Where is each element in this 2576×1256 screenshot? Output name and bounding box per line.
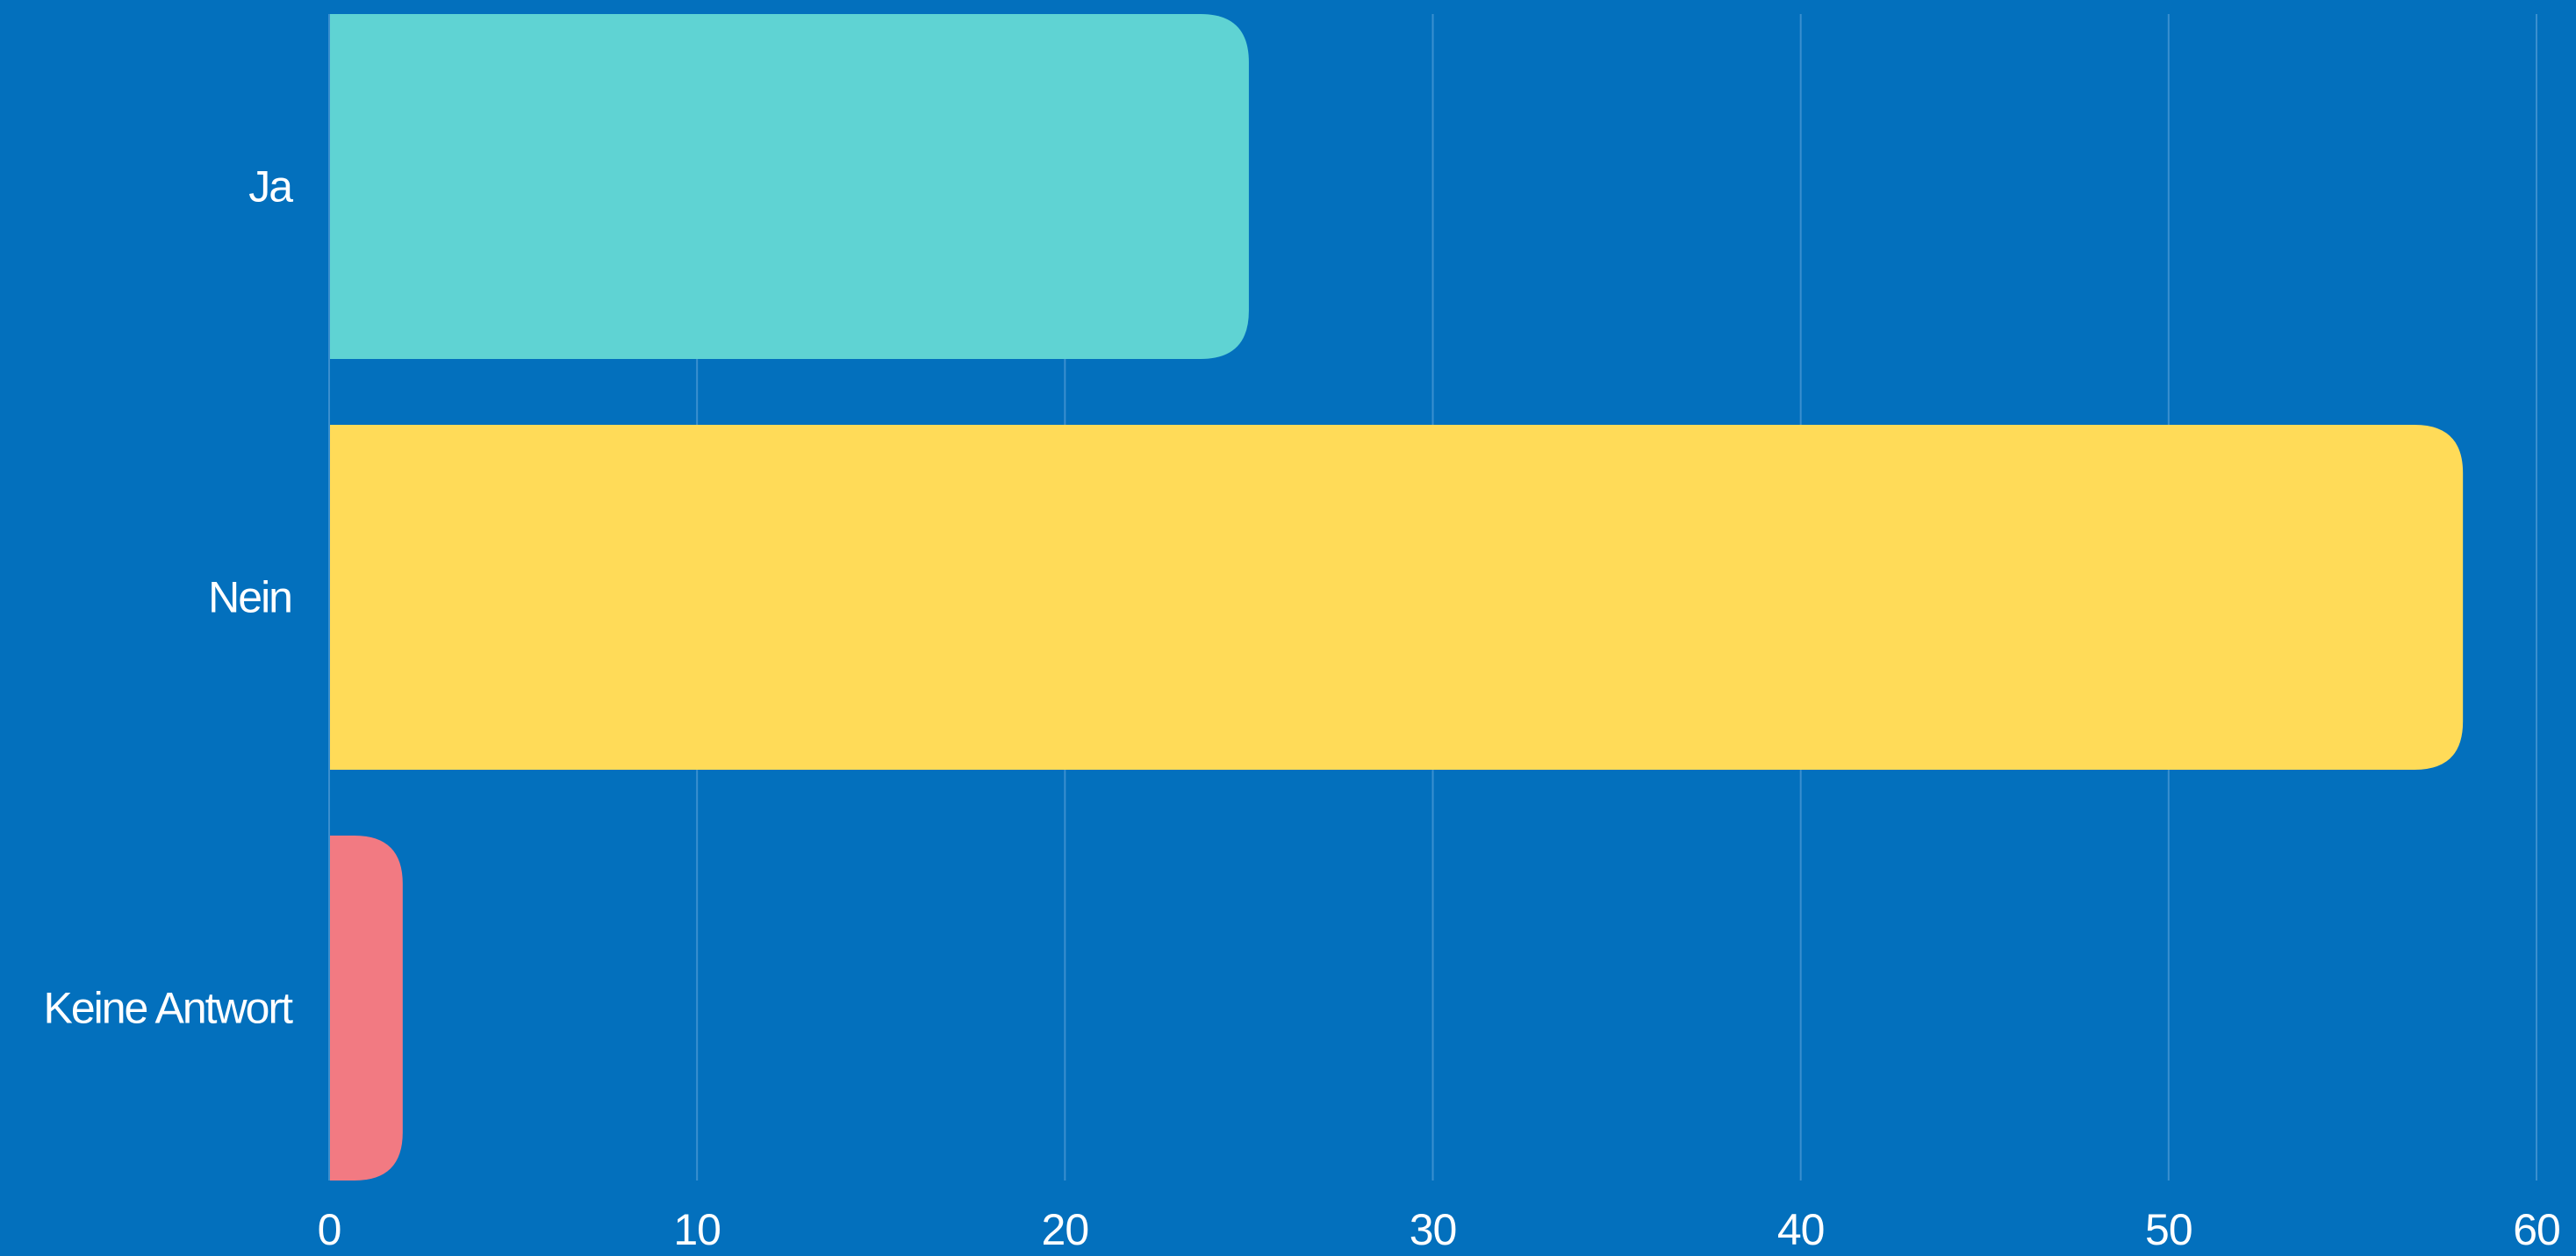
x-tick-label: 50 bbox=[2145, 1205, 2192, 1252]
x-tick-label: 0 bbox=[318, 1205, 341, 1252]
bar-ja bbox=[329, 14, 1249, 359]
bar-keine-antwort bbox=[329, 836, 403, 1181]
label-layer: Ja Nein Keine Antwort bbox=[43, 162, 295, 1033]
x-tick-label: 10 bbox=[673, 1205, 721, 1252]
category-label: Nein bbox=[208, 573, 291, 622]
x-tick-label: 40 bbox=[1777, 1205, 1825, 1252]
category-label: Ja bbox=[248, 162, 293, 212]
x-tick-label: 30 bbox=[1410, 1205, 1457, 1252]
bar-nein bbox=[329, 425, 2464, 770]
axis-layer: 0 10 20 30 40 50 60 bbox=[318, 14, 2561, 1254]
category-label: Keine Antwort bbox=[43, 984, 293, 1033]
x-tick-label: 60 bbox=[2513, 1205, 2560, 1252]
bar-layer bbox=[329, 14, 2464, 1181]
x-tick-label: 20 bbox=[1042, 1205, 1089, 1252]
